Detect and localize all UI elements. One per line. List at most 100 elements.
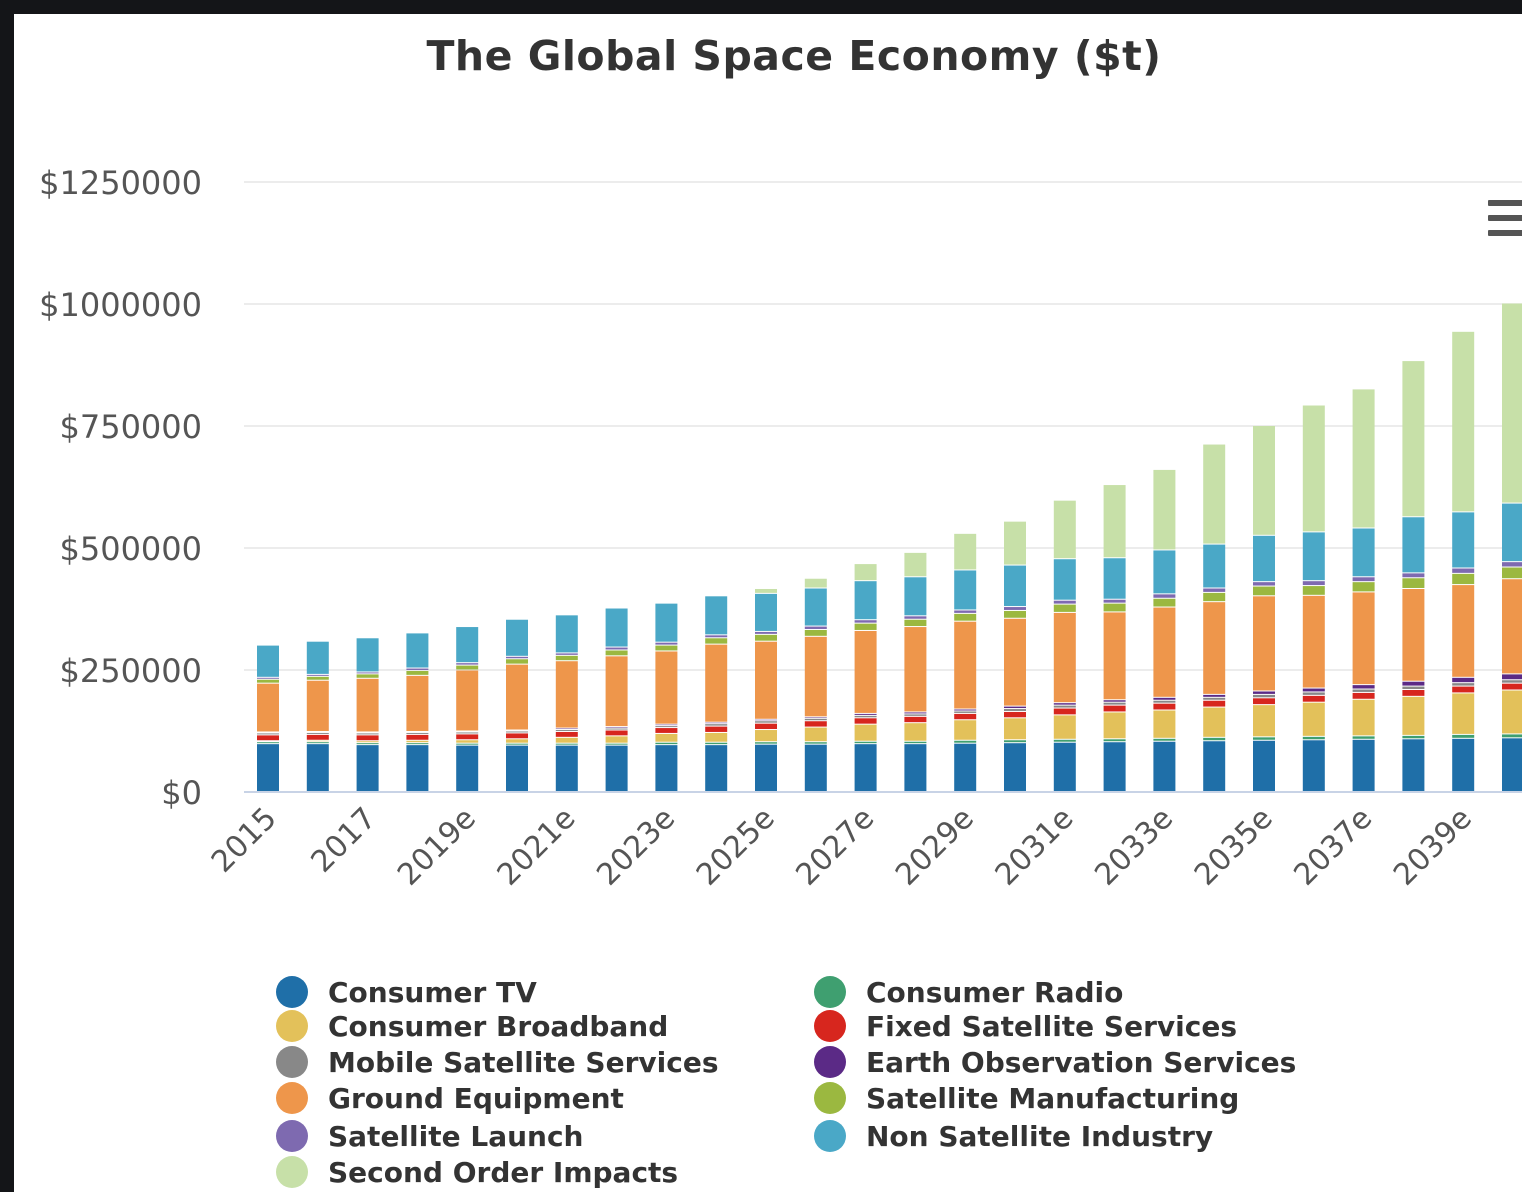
legend-item-satellite-manufacturing[interactable]: Satellite Manufacturing: [814, 1082, 1239, 1115]
bar-segment[interactable]: [1502, 503, 1522, 562]
bar-segment[interactable]: [705, 732, 728, 742]
bar-segment[interactable]: [605, 647, 628, 650]
bar-segment[interactable]: [755, 744, 777, 791]
bar-segment[interactable]: [1103, 705, 1126, 712]
bar-segment[interactable]: [1402, 361, 1425, 517]
bar-segment[interactable]: [356, 678, 379, 732]
bar-segment[interactable]: [605, 743, 628, 745]
bar-segment[interactable]: [1302, 736, 1325, 740]
bar-stack-2017[interactable]: [356, 638, 379, 791]
bar-segment[interactable]: [555, 745, 578, 791]
bar-segment[interactable]: [804, 721, 827, 727]
bar-segment[interactable]: [1502, 680, 1522, 683]
bar-stack-2032e[interactable]: [1103, 485, 1126, 791]
bar-segment[interactable]: [904, 616, 927, 619]
bar-segment[interactable]: [306, 674, 329, 676]
bar-segment[interactable]: [854, 581, 877, 620]
bar-stack-2034e[interactable]: [1203, 444, 1226, 791]
bar-segment[interactable]: [456, 745, 479, 791]
bar-segment[interactable]: [605, 745, 628, 791]
bar-segment[interactable]: [1203, 707, 1226, 737]
bar-segment[interactable]: [755, 588, 777, 593]
bar-stack-2022e[interactable]: [605, 608, 628, 791]
bar-segment[interactable]: [954, 709, 977, 711]
bar-segment[interactable]: [954, 613, 977, 621]
bar-segment[interactable]: [755, 742, 777, 744]
bar-segment[interactable]: [506, 731, 528, 733]
bar-segment[interactable]: [555, 615, 578, 653]
bar-segment[interactable]: [1253, 737, 1275, 740]
bar-segment[interactable]: [1402, 686, 1425, 690]
bar-segment[interactable]: [1253, 698, 1275, 705]
bar-segment[interactable]: [1452, 512, 1475, 568]
bar-segment[interactable]: [1004, 521, 1026, 565]
bar-segment[interactable]: [655, 742, 678, 745]
bar-segment[interactable]: [804, 636, 827, 717]
bar-segment[interactable]: [406, 740, 429, 743]
bar-segment[interactable]: [406, 732, 429, 734]
bar-segment[interactable]: [1203, 700, 1226, 707]
legend-item-earth-observation-services[interactable]: Earth Observation Services: [814, 1046, 1296, 1079]
bar-segment[interactable]: [904, 714, 927, 716]
bar-segment[interactable]: [804, 578, 827, 588]
bar-segment[interactable]: [1302, 692, 1325, 695]
bar-segment[interactable]: [1302, 702, 1325, 736]
bar-segment[interactable]: [655, 642, 678, 645]
legend-item-ground-equipment[interactable]: Ground Equipment: [276, 1082, 624, 1115]
bar-segment[interactable]: [655, 603, 678, 642]
bar-segment[interactable]: [1203, 694, 1226, 697]
bar-segment[interactable]: [705, 638, 728, 644]
bar-segment[interactable]: [1502, 674, 1522, 680]
bar-segment[interactable]: [1203, 444, 1226, 544]
bar-segment[interactable]: [1402, 588, 1425, 681]
bar-segment[interactable]: [356, 674, 379, 678]
bar-segment[interactable]: [1253, 691, 1275, 694]
bar-segment[interactable]: [1402, 739, 1425, 791]
bar-segment[interactable]: [755, 730, 777, 742]
bar-segment[interactable]: [1302, 532, 1325, 581]
bar-segment[interactable]: [1153, 710, 1176, 738]
bar-segment[interactable]: [705, 745, 728, 791]
legend-item-satellite-launch[interactable]: Satellite Launch: [276, 1120, 584, 1153]
bar-segment[interactable]: [605, 656, 628, 727]
bar-segment[interactable]: [1502, 683, 1522, 690]
bar-segment[interactable]: [854, 715, 877, 718]
bar-segment[interactable]: [306, 744, 329, 791]
bar-segment[interactable]: [1402, 696, 1425, 735]
bar-segment[interactable]: [655, 745, 678, 791]
bar-segment[interactable]: [655, 728, 678, 733]
bar-segment[interactable]: [1352, 528, 1375, 577]
bar-stack-2016[interactable]: [306, 641, 329, 791]
bar-stack-2037e[interactable]: [1352, 389, 1375, 791]
bar-segment[interactable]: [1004, 565, 1026, 607]
bar-segment[interactable]: [1203, 544, 1226, 588]
bar-segment[interactable]: [1004, 706, 1026, 709]
bar-segment[interactable]: [904, 577, 927, 616]
bar-segment[interactable]: [705, 742, 728, 745]
bar-stack-2033e[interactable]: [1153, 469, 1176, 791]
bar-segment[interactable]: [1352, 582, 1375, 592]
bar-segment[interactable]: [356, 672, 379, 674]
bar-segment[interactable]: [755, 723, 777, 730]
bar-segment[interactable]: [954, 713, 977, 720]
bar-segment[interactable]: [356, 733, 379, 735]
bar-segment[interactable]: [406, 734, 429, 740]
bar-segment[interactable]: [1103, 742, 1126, 791]
bar-segment[interactable]: [1352, 592, 1375, 685]
bar-segment[interactable]: [954, 711, 977, 713]
bar-segment[interactable]: [1153, 700, 1176, 703]
bar-segment[interactable]: [605, 736, 628, 743]
bar-segment[interactable]: [506, 745, 528, 791]
bar-segment[interactable]: [306, 641, 329, 674]
legend-item-consumer-broadband[interactable]: Consumer Broadband: [276, 1010, 668, 1043]
bar-segment[interactable]: [1203, 592, 1226, 602]
bar-segment[interactable]: [1402, 690, 1425, 696]
bar-segment[interactable]: [306, 734, 329, 740]
bar-stack-2019e[interactable]: [456, 627, 479, 791]
bar-segment[interactable]: [954, 610, 977, 613]
bar-segment[interactable]: [1302, 586, 1325, 595]
bar-stack-2031e[interactable]: [1053, 500, 1076, 791]
bar-segment[interactable]: [1352, 389, 1375, 528]
bar-segment[interactable]: [1452, 568, 1475, 573]
hamburger-menu-icon[interactable]: [1488, 200, 1522, 236]
